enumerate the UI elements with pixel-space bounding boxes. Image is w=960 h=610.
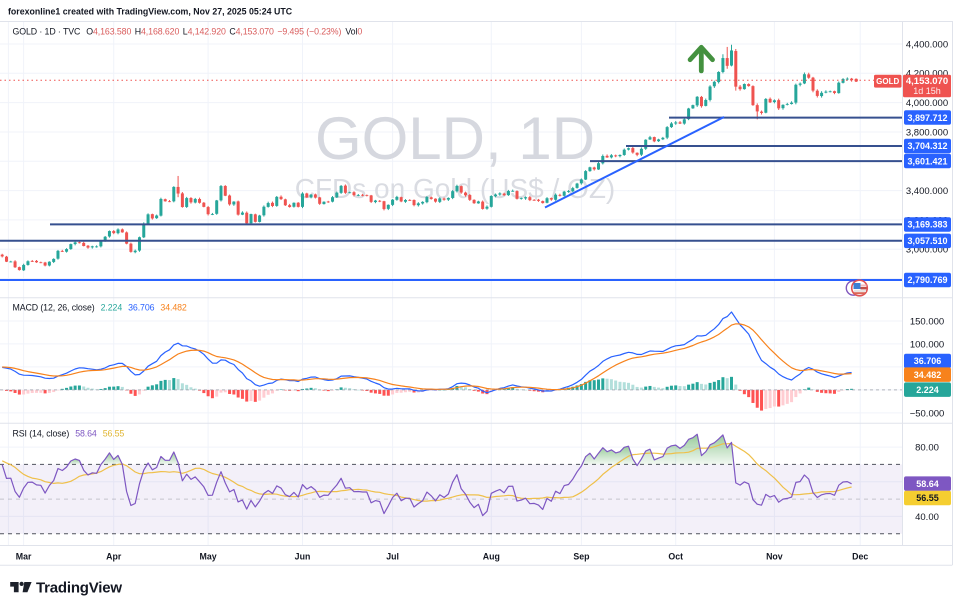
svg-text:4,200.000: 4,200.000 (906, 69, 948, 80)
svg-text:Mar: Mar (16, 551, 32, 561)
svg-text:4,153.070: 4,153.070 (906, 76, 948, 87)
svg-text:Oct: Oct (668, 551, 683, 561)
svg-text:CFDs on Gold (US$ / OZ): CFDs on Gold (US$ / OZ) (295, 173, 616, 204)
svg-text:3,169.383: 3,169.383 (907, 220, 947, 230)
svg-text:3,800.000: 3,800.000 (906, 127, 948, 138)
svg-text:Aug: Aug (483, 551, 500, 561)
svg-text:Jun: Jun (295, 551, 311, 561)
svg-text:GOLD, 1D: GOLD, 1D (315, 105, 595, 172)
svg-text:Dec: Dec (852, 551, 868, 561)
svg-text:Jul: Jul (386, 551, 399, 561)
svg-text:2.224: 2.224 (916, 385, 939, 395)
svg-text:58.64: 58.64 (916, 479, 939, 489)
svg-text:−50.000: −50.000 (910, 408, 945, 419)
svg-text:TradingView: TradingView (36, 580, 122, 597)
svg-text:4,400.000: 4,400.000 (906, 39, 948, 50)
svg-text:forexonline1 created with Trad: forexonline1 created with TradingView.co… (8, 7, 293, 17)
svg-text:Nov: Nov (766, 551, 783, 561)
svg-text:1d 15h: 1d 15h (913, 86, 941, 96)
svg-text:3,601.421: 3,601.421 (907, 156, 947, 166)
svg-text:80.00: 80.00 (915, 443, 939, 454)
svg-text:36.706: 36.706 (914, 356, 942, 366)
svg-text:2,790.769: 2,790.769 (907, 275, 947, 285)
svg-text:40.00: 40.00 (915, 512, 939, 523)
svg-text:GOLD: GOLD (876, 77, 899, 86)
svg-text:3,400.000: 3,400.000 (906, 186, 948, 197)
svg-text:4,000.000: 4,000.000 (906, 98, 948, 109)
svg-text:3,704.312: 3,704.312 (907, 141, 947, 151)
svg-text:3,897.712: 3,897.712 (907, 113, 947, 123)
svg-text:Sep: Sep (573, 551, 590, 561)
svg-text:3,057.510: 3,057.510 (907, 236, 947, 246)
svg-text:150.000: 150.000 (910, 316, 944, 327)
svg-text:56.55: 56.55 (916, 493, 939, 503)
svg-text:May: May (200, 551, 217, 561)
svg-text:34.482: 34.482 (914, 370, 942, 380)
svg-text:3,000.000: 3,000.000 (906, 245, 948, 256)
svg-text:Apr: Apr (106, 551, 122, 561)
svg-text:100.000: 100.000 (910, 339, 944, 350)
